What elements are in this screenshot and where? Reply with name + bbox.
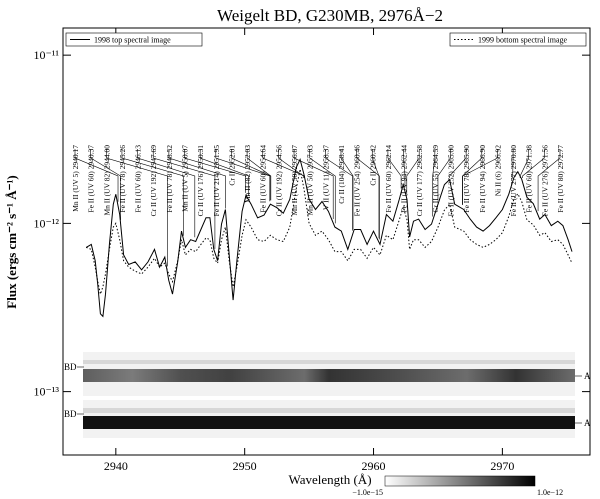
image-label: A xyxy=(584,418,591,428)
annotation-label: Fe II (UV 94) 2966.90 xyxy=(478,145,487,213)
legend-box xyxy=(65,32,203,47)
legend-box xyxy=(449,32,587,47)
annotation-connector xyxy=(449,149,467,178)
x-axis-label: Wavelength (Å) xyxy=(288,472,371,487)
annotation-connector xyxy=(74,149,119,202)
annotation-label: Mn II (UV 5) 2950.07 xyxy=(181,145,190,212)
y-axis-label: Flux (ergs cm⁻² s⁻¹ Å⁻¹) xyxy=(4,175,19,308)
annotation-label: Fe II (UV 60) 2962.14 xyxy=(384,145,393,213)
annotation-connector xyxy=(325,149,353,231)
colorbar xyxy=(384,475,536,487)
spectral-images xyxy=(83,352,575,438)
annotation-connector xyxy=(262,149,305,178)
annotation-label: Fe II (UV 94) 2962.44 xyxy=(400,145,409,213)
colorbar-label: 1.0e−12 xyxy=(537,488,563,497)
x-tick-label: 2950 xyxy=(233,459,257,473)
annotation-label: Fe II (UV 60) 2971.38 xyxy=(525,145,534,213)
annotation-label: Cr II (UV 177) 2962.58 xyxy=(415,145,424,217)
annotation-label: Fe II (UV 254) 2960.46 xyxy=(353,145,362,217)
annotation-connector xyxy=(121,149,184,236)
annotation-label: Cr II 2960.42 xyxy=(368,145,377,186)
annotation-connector xyxy=(403,149,406,188)
annotation-connector xyxy=(105,149,168,267)
annotation-connector xyxy=(137,149,196,238)
annotation-label: Cr II (UV 192) 2947.69 xyxy=(149,145,158,217)
annotation-label: Fe II (UV 78) 2965.90 xyxy=(462,145,471,213)
image-band xyxy=(83,369,575,382)
image-label: A xyxy=(584,371,591,381)
annotation-label: Cr II (UV 55) 2964.59 xyxy=(431,145,440,213)
annotation-label: Fe II (UV 214) 2951.95 xyxy=(212,145,221,217)
annotation-connector xyxy=(152,149,216,249)
annotation-label: Fe II (UV 252) 2965.00 xyxy=(446,145,455,217)
image-band xyxy=(83,416,575,429)
annotation-connector xyxy=(215,149,271,202)
y-tick-label: 10⁻¹¹ xyxy=(33,48,59,62)
y-tick-label: 10⁻¹³ xyxy=(33,385,59,399)
annotation-label: Cr II (104) 2958.41 xyxy=(337,145,346,204)
annotation-connector xyxy=(522,149,545,178)
annotation-label: Fe II (UV 78) 2945.26 xyxy=(118,145,127,213)
x-tick-label: 2940 xyxy=(104,459,128,473)
annotation-connector xyxy=(406,149,420,195)
annotation-label: Mn II (UV 5) 2940.17 xyxy=(71,145,80,212)
image-band xyxy=(83,408,575,413)
annotation-connector xyxy=(462,149,498,205)
plot-frame xyxy=(62,27,591,456)
annotation-connector xyxy=(246,149,272,201)
image-band xyxy=(83,360,575,364)
annotation-connector xyxy=(537,149,561,212)
annotation-label: V II (UV 11) 2958.37 xyxy=(321,145,330,210)
annotation-connector xyxy=(309,149,336,224)
annotation-label: Fe II (UV 60) 2940.37 xyxy=(87,145,96,213)
colorbar-label: −1.0e−15 xyxy=(352,488,383,497)
annotation-label: Mn II (UV 50) 2956.87 xyxy=(290,145,299,216)
annotation-connector xyxy=(432,149,436,217)
annotation-connector xyxy=(519,149,530,178)
annotation-connector xyxy=(199,149,249,196)
legend-label: 1998 top spectral image xyxy=(94,36,171,45)
x-tick-label: 2960 xyxy=(362,459,386,473)
annotation-connector xyxy=(387,149,402,189)
annotation-label: Ni II (6) 2966.92 xyxy=(493,145,502,196)
spectrum-line xyxy=(85,157,573,318)
annotation-label: Cr II (UV 176) 2950.31 xyxy=(196,145,205,217)
annotation-connector xyxy=(293,149,334,220)
annotation-connector xyxy=(437,149,451,201)
x-tick-label: 2970 xyxy=(490,459,514,473)
image-label: BD xyxy=(64,409,77,419)
annotation-connector xyxy=(356,149,380,240)
annotation-connector xyxy=(371,149,380,239)
spectrum-line xyxy=(86,169,573,296)
legend-label: 1999 bottom spectral image xyxy=(478,36,568,45)
annotation-connector xyxy=(340,149,354,230)
annotation-label: Fe II (UV 78) 2948.52 xyxy=(165,145,174,213)
annotation-label: Fe II (UV 277) 2970.80 xyxy=(509,145,518,217)
annotation-label: Fe II (UV 80) 2972.77 xyxy=(556,145,565,213)
annotation-label: Cr II 2952.01 xyxy=(227,145,236,186)
plot-lines xyxy=(85,157,573,318)
annotation-label: Cr II (UV 192) 2954.56 xyxy=(274,145,283,217)
annotation-label: Mn II (UV 50) 2957.03 xyxy=(306,145,315,216)
annotation-label: Fe II (UV 60) 2946.13 xyxy=(134,145,143,213)
annotation-connector xyxy=(184,149,246,193)
annotation-connector xyxy=(90,149,121,220)
annotation-label: Mn II (UV 82) 2944.00 xyxy=(102,145,111,216)
annotation-label: Fe II (UV 276) 2971.56 xyxy=(540,145,549,217)
chart-title: Weigelt BD, G230MB, 2976Å−2 xyxy=(217,6,443,25)
annotation-label: Fe II (UV 60) 2954.64 xyxy=(259,145,268,213)
annotation-label: Mn II (82) 2952.03 xyxy=(243,145,252,203)
y-tick-label: 10⁻¹² xyxy=(33,216,59,230)
image-label: BD xyxy=(64,362,77,372)
annotation-connector xyxy=(168,149,226,209)
annotation-connector xyxy=(278,149,304,178)
